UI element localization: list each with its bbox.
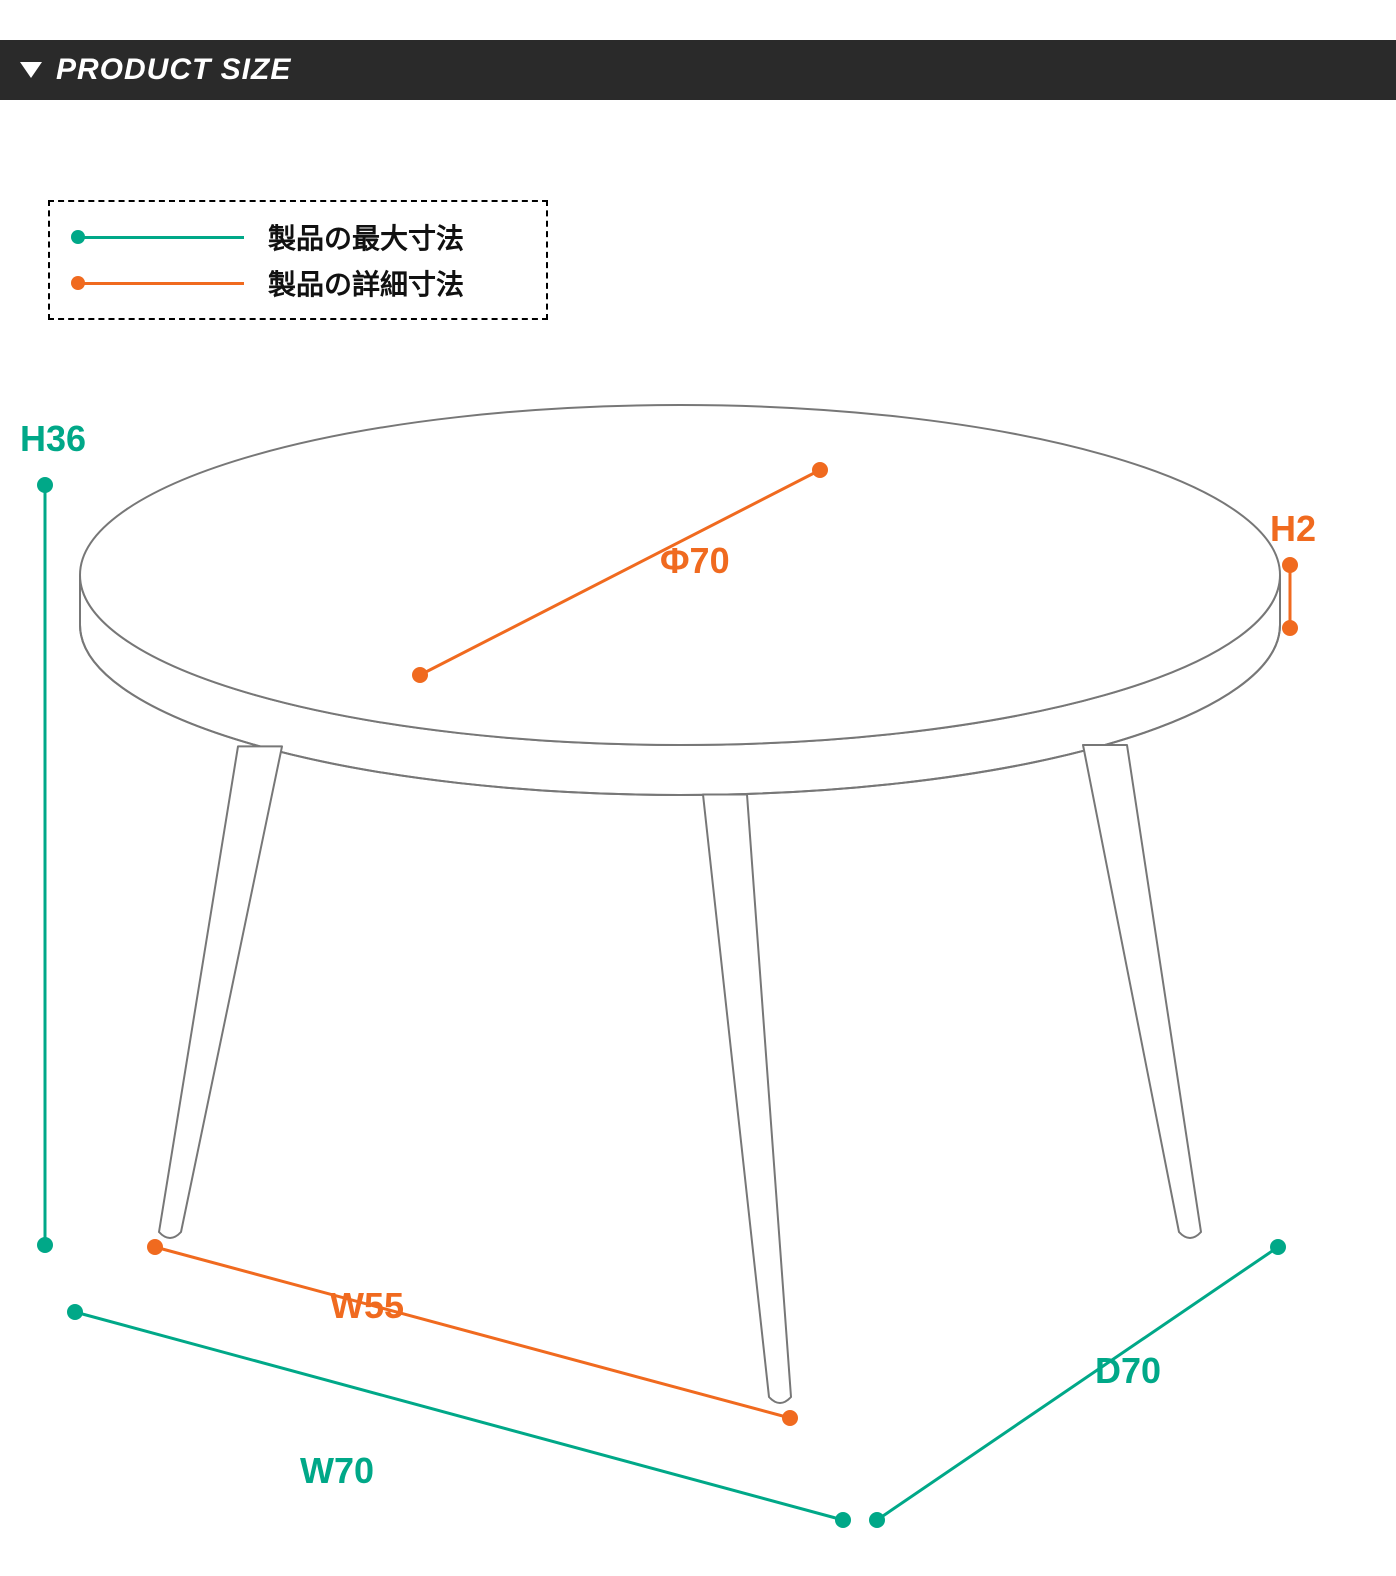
dimension-label-Phi70: Φ70: [660, 540, 730, 582]
dimension-label-H36: H36: [20, 418, 86, 460]
dimension-label-D70: D70: [1095, 1350, 1161, 1392]
product-diagram: [0, 40, 1396, 1576]
dimension-label-W70: W70: [300, 1450, 374, 1492]
dimension-label-W55: W55: [330, 1285, 404, 1327]
dimension-label-H2: H2: [1270, 508, 1316, 550]
